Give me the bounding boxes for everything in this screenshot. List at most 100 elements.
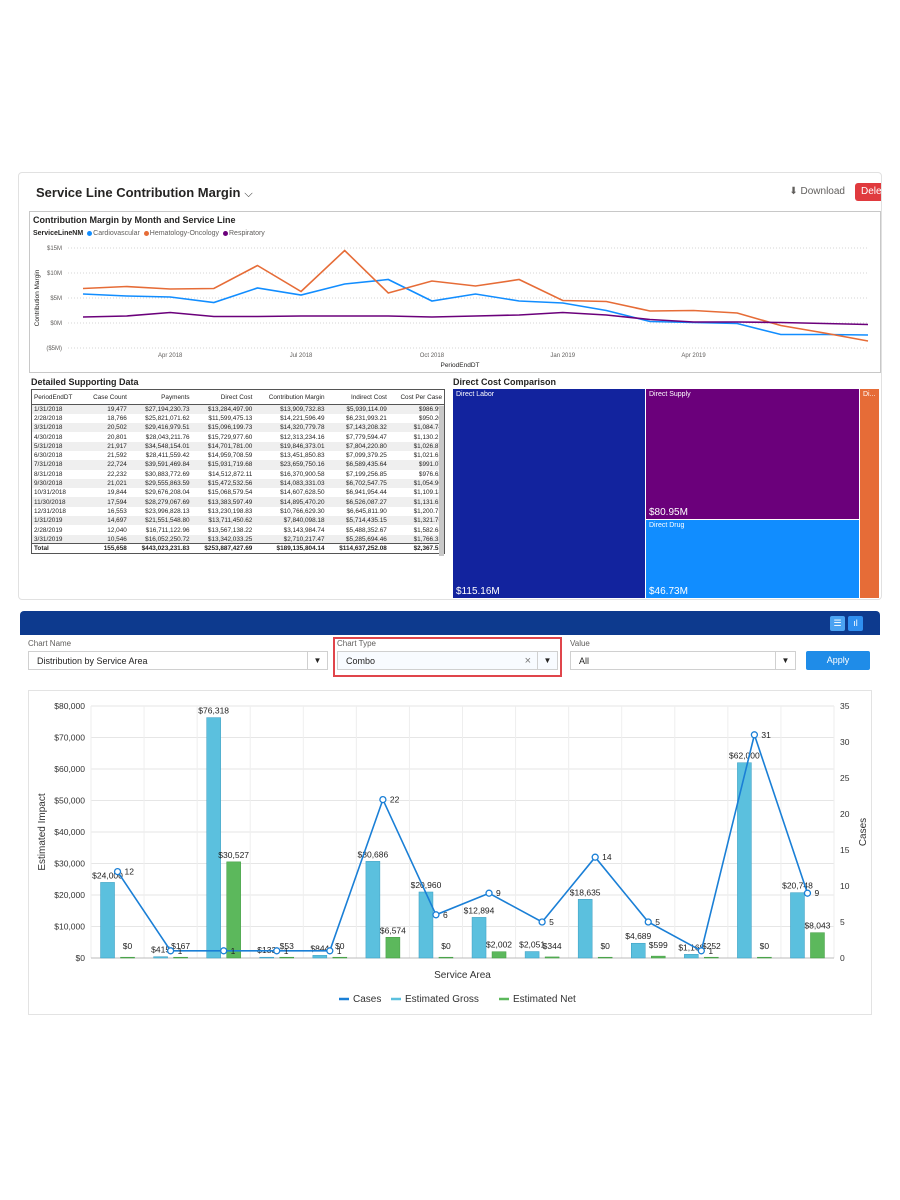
table-cell: $13,451,850.83	[280, 452, 325, 460]
column-header[interactable]: Cost Per Case	[388, 389, 445, 405]
table-cell: $29,676,208.04	[145, 489, 190, 497]
chevron-down-icon[interactable]: ▼	[775, 652, 795, 669]
chart-name-label: Chart Name	[28, 639, 72, 648]
table-cell: $1,130.21	[413, 433, 442, 441]
table-cell: 16,553	[107, 507, 127, 515]
cases-point	[379, 795, 387, 804]
legend-hematology-oncology[interactable]: Hematology-Oncology	[149, 230, 220, 237]
line-chart[interactable]: $15M $10M $5M $0M ($5M) Apr 2018 Jul 2018 Oct 2…	[30, 212, 880, 372]
clear-icon[interactable]: ×	[524, 655, 531, 667]
table-cell: $39,591,469.84	[128, 460, 192, 470]
table-cell: $11,599,475.13	[208, 414, 253, 422]
chart-name-select[interactable]: Distribution by Service Area ▼	[28, 651, 328, 670]
treemap-tile-direct-labor[interactable]: Direct Labor $115.16M	[453, 389, 645, 598]
download-button[interactable]: ⬇ Download	[789, 186, 845, 197]
y-tick-label: $60,000	[54, 764, 85, 774]
table-cell: 5/31/2018	[31, 441, 84, 451]
chevron-down-icon[interactable]: ⌵	[244, 188, 253, 200]
data-label-gross: $844	[310, 943, 329, 953]
table-cell: $13,711,450.62	[191, 516, 255, 526]
data-label-gross: $415	[151, 945, 170, 955]
bar-estimated-net	[120, 956, 135, 959]
data-label-net: $30,527	[218, 850, 249, 860]
y-tick-label: $10,000	[54, 922, 85, 932]
table-cell: $1,026.87	[388, 441, 445, 451]
column-header[interactable]: Payments	[128, 389, 192, 405]
table-cell: $7,143,208.32	[326, 423, 389, 433]
table-cell: $25,821,071.62	[145, 414, 190, 422]
data-label-cases: 9	[814, 888, 819, 898]
table-cell: $12,313,234.16	[280, 433, 325, 441]
treemap-tile-direct-drug[interactable]: Direct Drug $46.73M	[646, 520, 859, 598]
table-cell: $5,714,435.15	[326, 516, 389, 526]
table-cell: $16,711,122.96	[145, 526, 190, 534]
treemap-panel: Direct Cost Comparison Direct Labor $115…	[453, 376, 881, 598]
tile-value: $115.16M	[456, 586, 500, 597]
table-cell: 21,592	[107, 452, 127, 460]
y-tick-label: $50,000	[54, 796, 85, 806]
table-row: 8/31/2018 22,232 $30,883,772.69 $14,512,872…	[32, 470, 445, 479]
data-label-gross: $30,686	[358, 849, 389, 859]
cases-point	[326, 947, 334, 955]
bar-estimated-net	[491, 951, 507, 959]
column-header[interactable]: Indirect Cost	[326, 389, 389, 405]
cases-point	[591, 853, 599, 861]
data-label-net: $53	[280, 941, 294, 951]
table-cell: $28,279,067.69	[128, 497, 192, 507]
y2-tick-label: 30	[840, 737, 850, 747]
chart-type-highlight	[333, 637, 562, 677]
table-cell: $2,710,217.47	[254, 534, 327, 544]
data-label-cases: 22	[390, 795, 400, 805]
chevron-down-icon[interactable]: ▼	[537, 652, 557, 669]
y-tick-label: $20,000	[54, 890, 85, 900]
column-header[interactable]: Direct Cost	[191, 389, 255, 405]
value-select[interactable]: All ▼	[570, 651, 796, 670]
column-header[interactable]: Case Count	[83, 389, 129, 405]
data-label-cases: 1	[178, 946, 183, 956]
table-cell: 10/31/2018	[34, 489, 66, 497]
table-cell: 21,021	[83, 478, 129, 489]
bar-estimated-net	[226, 861, 241, 959]
apply-button[interactable]: Apply	[806, 651, 870, 670]
cases-point	[485, 889, 493, 897]
x-tick-label: Oct 2018	[420, 353, 445, 359]
data-label-net: $0	[600, 941, 610, 951]
delete-button[interactable]: Delete	[855, 183, 881, 201]
table-cell: $23,996,828.13	[145, 507, 190, 515]
bar-estimated-net	[385, 937, 401, 959]
table-cell: $16,370,900.58	[280, 470, 325, 478]
data-label-cases: 31	[761, 730, 771, 740]
table-title: Detailed Supporting Data	[31, 377, 139, 387]
table-cell: 12,040	[107, 526, 127, 534]
table-cell: $13,383,597.49	[191, 497, 255, 507]
chevron-down-icon[interactable]: ▼	[307, 652, 327, 669]
table-row: 6/30/2018 21,592 $28,411,559.42 $14,959,708…	[32, 451, 445, 460]
bar-estimated-gross	[365, 861, 381, 959]
legend-cardiovascular[interactable]: Cardiovascular	[93, 230, 140, 237]
report-title[interactable]: Service Line Contribution Margin ⌵	[36, 185, 253, 201]
y2-tick-label: 10	[840, 881, 850, 891]
treemap-tile-other[interactable]: Di...	[860, 389, 879, 598]
table-view-icon[interactable]: ☰	[830, 616, 845, 631]
chart-type-select[interactable]: Combo × ▼	[337, 651, 558, 670]
treemap-tile-direct-supply[interactable]: Direct Supply $80.95M	[646, 389, 859, 519]
combo-chart[interactable]: $80,000 $70,000 $60,000 $50,000 $40,000 $30,0…	[29, 691, 873, 1016]
legend-respiratory[interactable]: Respiratory	[229, 230, 265, 237]
table-cell: 10,546	[83, 534, 129, 544]
x-tick-label: Jul 2018	[290, 353, 313, 359]
column-header[interactable]: PeriodEndDT	[31, 389, 84, 405]
table-cell: 19,477	[83, 404, 129, 414]
value-value: All	[579, 656, 590, 666]
column-header[interactable]: Contribution Margin	[254, 389, 327, 405]
data-label-gross: $12,894	[464, 905, 495, 915]
table-row: 1/31/2019 14,697 $21,551,548.80 $13,711,450…	[31, 516, 445, 526]
bar-chart-icon[interactable]: ıl	[848, 616, 863, 631]
cases-point	[220, 947, 228, 955]
cases-point	[273, 947, 281, 955]
data-label-gross: $1,168	[678, 942, 704, 952]
table-cell: $14,512,872.11	[208, 470, 253, 478]
data-label-net: $0	[441, 941, 451, 951]
table-total-cell: $443,023,231.83	[128, 543, 192, 554]
table-scrollbar[interactable]	[439, 406, 444, 556]
table-cell: $10,766,629.30	[280, 507, 325, 515]
